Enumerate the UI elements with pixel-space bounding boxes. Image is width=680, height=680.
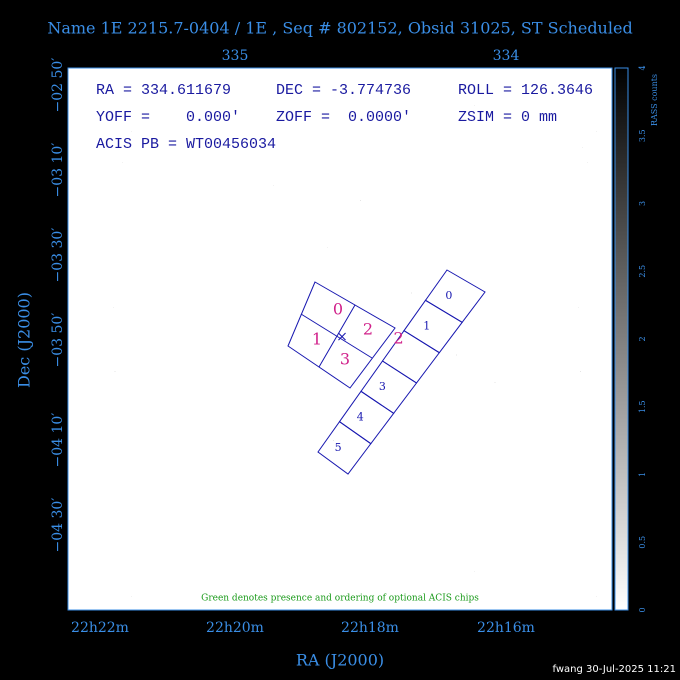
acis-s-chip-label: 4 <box>357 411 364 424</box>
title: Name 1E 2215.7-0404 / 1E , Seq # 802152,… <box>47 19 632 38</box>
note: Green denotes presence and ordering of o… <box>201 594 479 604</box>
colorbar-tick-label: 4 <box>638 65 647 70</box>
x-tick-label: 22h16m <box>477 620 535 636</box>
colorbar-tick-label: 1 <box>638 472 647 477</box>
acis-i-chip-label: 0 <box>333 300 343 319</box>
acis-i-outline <box>287 281 396 389</box>
y-tick-label: −03 50′ <box>50 313 66 368</box>
y-tick-label: −04 30′ <box>50 498 66 553</box>
x-tick-label: 22h20m <box>206 620 264 636</box>
colorbar-tick-label: 2 <box>638 336 647 341</box>
colorbar-tick-label: 0 <box>638 607 647 612</box>
top-tick-label: 335 <box>222 48 249 64</box>
acis-i-chip-label: 1 <box>312 330 322 349</box>
colorbar-label: RASS counts <box>650 74 659 126</box>
y-tick-label: −03 10′ <box>50 143 66 198</box>
colorbar-tick-label: 2.5 <box>638 265 647 278</box>
aimpoint: × <box>336 329 348 345</box>
pointing-info: ZSIM = 0 mm <box>458 109 557 126</box>
acis-s-chip-label: 1 <box>423 320 430 333</box>
y-tick-label: −04 10′ <box>50 413 66 468</box>
pointing-info: ROLL = 126.3646 <box>458 82 593 99</box>
y-tick-label: −03 30′ <box>50 228 66 283</box>
y-tick-label: −02 50′ <box>50 58 66 113</box>
acis-s-chip-label: 3 <box>379 380 386 393</box>
acis-i-chip-label: 2 <box>363 320 373 339</box>
footer: fwang 30-Jul-2025 11:21 <box>552 664 676 675</box>
x-tick-label: 22h22m <box>71 620 129 636</box>
y-axis-label: Dec (J2000) <box>15 292 34 388</box>
acis-s-chip-label: 5 <box>335 441 342 454</box>
acis-s-chip <box>317 420 372 475</box>
plot-frame <box>67 67 613 611</box>
colorbar-tick-label: 3 <box>638 201 647 206</box>
colorbar-tick-label: 0.5 <box>638 536 647 549</box>
top-tick-label: 334 <box>493 48 520 64</box>
acis-s-chip-label: 0 <box>445 289 452 302</box>
pointing-info: RA = 334.611679 <box>96 82 231 99</box>
pointing-info: DEC = -3.774736 <box>276 82 411 99</box>
pointing-info: ZOFF = 0.0000' <box>276 109 411 126</box>
x-tick-label: 22h18m <box>341 620 399 636</box>
acis-s-chip-label: 2 <box>393 328 403 347</box>
colorbar-tick-label: 3.5 <box>638 129 647 142</box>
sky-image <box>68 68 612 610</box>
x-axis-label: RA (J2000) <box>296 651 384 670</box>
pointing-info: ACIS PB = WT00456034 <box>96 136 276 153</box>
acis-i-divider <box>300 313 373 359</box>
colorbar <box>614 67 629 611</box>
pointing-info: YOFF = 0.000' <box>96 109 240 126</box>
colorbar-tick-label: 1.5 <box>638 400 647 413</box>
acis-i-chip-label: 3 <box>340 350 350 369</box>
